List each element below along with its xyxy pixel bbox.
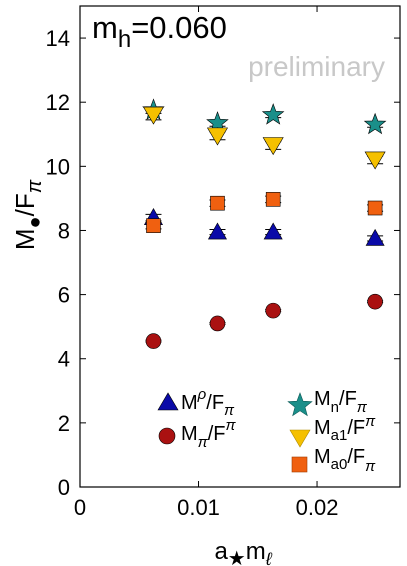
y-tick-label: 10 bbox=[46, 154, 70, 179]
x-tick-label: 0.02 bbox=[296, 495, 339, 520]
point-a1 bbox=[142, 106, 165, 125]
point-rho bbox=[263, 222, 283, 240]
point-pi bbox=[209, 315, 226, 332]
point-n bbox=[363, 112, 387, 135]
y-tick-label: 12 bbox=[46, 90, 70, 115]
legend-entry-n: Mn/Fπ bbox=[287, 388, 368, 417]
legend-entry-rho: Mρ/Fπ bbox=[157, 386, 235, 419]
legend-label-rho: Mρ/Fπ bbox=[181, 386, 235, 419]
point-a0 bbox=[210, 195, 225, 211]
series-pi bbox=[145, 293, 384, 349]
y-tick-label: 8 bbox=[58, 218, 70, 243]
point-n bbox=[261, 103, 285, 125]
legend-label-pi: Mπ/Fπ bbox=[181, 417, 237, 451]
x-axis-label: a★mℓ bbox=[214, 538, 272, 566]
y-tick-label: 6 bbox=[58, 283, 70, 308]
x-tick-label: 0.01 bbox=[177, 495, 220, 520]
mh-annotation: mh=0.060 bbox=[92, 10, 227, 53]
legend-marker-n bbox=[287, 392, 313, 417]
y-axis-label: M●/Fπ bbox=[10, 179, 46, 250]
legend: Mρ/Fπ Mπ/Fπ Mn/Fπ Ma1/Fπ Ma0/Fπ bbox=[157, 386, 376, 475]
y-tick-label: 14 bbox=[46, 26, 70, 51]
series-a0 bbox=[145, 192, 384, 233]
legend-marker-a0 bbox=[291, 456, 308, 473]
point-pi bbox=[145, 333, 162, 349]
point-pi bbox=[367, 293, 383, 310]
legend-label-n: Mn/Fπ bbox=[314, 388, 368, 416]
point-rho bbox=[207, 222, 227, 240]
point-a1 bbox=[206, 127, 229, 146]
data-marks bbox=[142, 98, 387, 349]
point-a0 bbox=[146, 218, 161, 233]
y-tick-label: 0 bbox=[58, 475, 70, 500]
preliminary-watermark: preliminary bbox=[248, 51, 385, 82]
legend-entry-a1: Ma1/Fπ bbox=[289, 413, 376, 448]
y-tick-label: 4 bbox=[58, 347, 70, 372]
legend-marker-pi bbox=[158, 427, 176, 445]
axis-ticks: 0 0.01 0.02 0 2 4 6 8 10 12 14 bbox=[46, 6, 400, 520]
series-rho bbox=[143, 208, 385, 246]
point-pi bbox=[265, 302, 281, 319]
x-tick-label: 0 bbox=[74, 495, 86, 520]
point-a0 bbox=[367, 200, 383, 216]
legend-entry-pi: Mπ/Fπ bbox=[158, 417, 237, 451]
legend-entry-a0: Ma0/Fπ bbox=[291, 446, 376, 475]
series-a1 bbox=[142, 106, 386, 170]
plot-frame bbox=[79, 5, 401, 488]
point-a1 bbox=[364, 151, 386, 170]
series-n bbox=[142, 98, 387, 135]
plot-axes bbox=[79, 5, 401, 488]
legend-marker-a1 bbox=[289, 429, 311, 448]
legend-marker-rho bbox=[157, 392, 179, 411]
point-a0 bbox=[265, 192, 281, 207]
point-rho bbox=[365, 228, 385, 246]
y-tick-label: 2 bbox=[58, 411, 70, 436]
legend-label-a0: Ma0/Fπ bbox=[314, 446, 376, 475]
legend-label-a1: Ma1/Fπ bbox=[314, 413, 376, 444]
point-a1 bbox=[262, 137, 284, 156]
